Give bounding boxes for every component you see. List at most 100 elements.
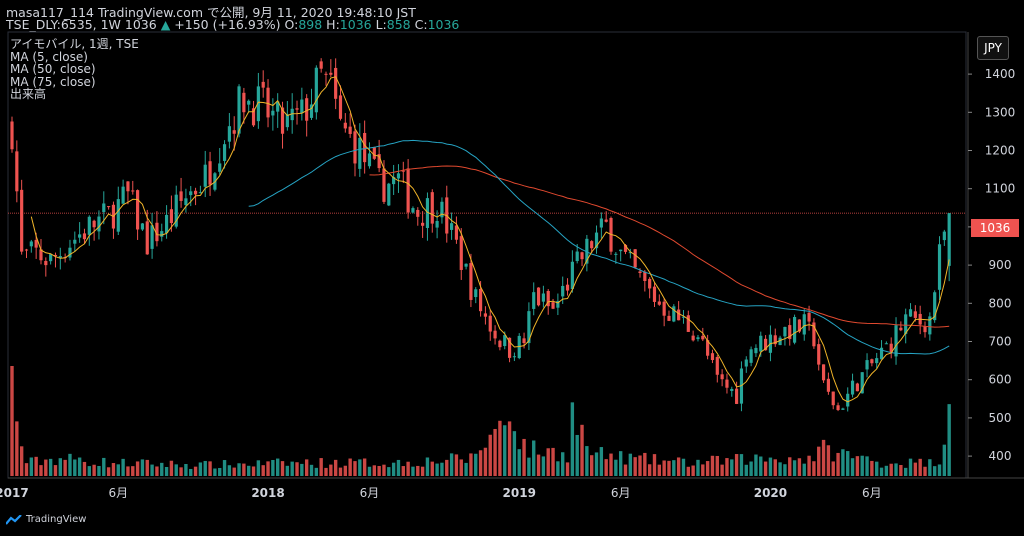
volume-bar (160, 462, 164, 476)
candle-body (126, 181, 130, 192)
volume-bar (242, 463, 246, 476)
legend-ma5[interactable]: MA (5, close) (10, 49, 88, 64)
legend-volume[interactable]: 出来高 (10, 87, 47, 102)
volume-bar (333, 459, 338, 476)
volume-bar (570, 402, 575, 476)
candle-body (585, 238, 589, 264)
candle-body (10, 121, 14, 150)
candle-body (295, 108, 299, 110)
candle-body (474, 289, 478, 298)
x-tick-label: 6月 (611, 486, 631, 500)
volume-bar (445, 459, 449, 476)
volume-bar (638, 455, 642, 476)
candle-body (623, 244, 628, 252)
legend-ma75[interactable]: MA (75, close) (10, 74, 96, 89)
candle-body (324, 73, 328, 75)
volume-bar (256, 460, 261, 476)
y-tick-label: 1100 (985, 182, 1016, 196)
volume-bar (469, 453, 473, 476)
volume-bar (561, 452, 565, 476)
volume-bar (614, 459, 618, 476)
volume-bar (63, 459, 67, 476)
candle-body (24, 249, 29, 251)
volume-bar (850, 458, 855, 476)
volume-bar (657, 464, 662, 476)
candle-body (271, 110, 275, 116)
candle-body (280, 107, 285, 134)
volume-bar (237, 463, 241, 476)
candle-body (546, 290, 550, 307)
volume-bar (58, 458, 62, 476)
candle-body (691, 335, 695, 341)
volume-bar (140, 459, 145, 476)
candle-body (363, 132, 367, 163)
candle-body (855, 383, 859, 392)
candle-body (507, 337, 512, 358)
volume-bar (213, 468, 217, 476)
candle-body (314, 67, 318, 113)
volume-bar (203, 460, 207, 476)
volume-bar (802, 463, 806, 476)
y-tick-label: 700 (989, 335, 1012, 349)
currency-button[interactable]: JPY (977, 36, 1009, 60)
volume-bar (300, 463, 304, 476)
low-label: L: (375, 17, 387, 32)
volume-bar (10, 366, 14, 476)
candle-body (102, 203, 106, 213)
candle-body (208, 161, 212, 185)
volume-bar (783, 464, 787, 476)
volume-bar (594, 452, 599, 476)
volume-bar (532, 440, 536, 476)
candle-body (39, 249, 43, 261)
candle-body (875, 358, 879, 364)
candle-body (831, 391, 835, 406)
volume-bar (773, 459, 777, 476)
volume-bar (512, 431, 517, 476)
candle-body (821, 364, 826, 381)
volume-bar (507, 421, 512, 476)
legend-ma50[interactable]: MA (50, close) (10, 62, 96, 77)
candle-body (92, 220, 96, 228)
candle-body (638, 271, 642, 274)
volume-bar (739, 454, 744, 476)
volume-bar (812, 461, 816, 476)
volume-bar (227, 465, 232, 476)
candle-body (933, 292, 937, 321)
candle-body (715, 357, 719, 375)
candle-body (908, 309, 913, 317)
volume-bar (551, 447, 555, 476)
candle-body (662, 301, 666, 316)
volume-bar (208, 461, 212, 476)
volume-bar (599, 447, 604, 476)
chart-header: masa117_114 TradingView.com で公開, 9月 11, … (0, 0, 1024, 32)
candle-body (754, 347, 758, 354)
footer-brand[interactable]: TradingView (6, 514, 86, 525)
volume-bar (150, 464, 154, 476)
candle-body (164, 214, 169, 234)
volume-bar (681, 458, 686, 476)
candle-body (706, 340, 710, 356)
volume-bar (348, 458, 352, 476)
volume-bar (106, 467, 111, 476)
volume-bar (618, 451, 623, 476)
candle-body (783, 326, 787, 337)
volume-bar (884, 465, 889, 476)
volume-bar (474, 453, 478, 476)
candle-body (387, 183, 391, 206)
candle-body (232, 130, 236, 134)
volume-bar (865, 456, 869, 476)
volume-bar (522, 438, 526, 476)
volume-bar (807, 455, 811, 476)
volume-bar (145, 459, 149, 476)
volume-bar (643, 452, 647, 476)
candle-body (276, 101, 280, 112)
candle-body (450, 223, 454, 230)
volume-bar (546, 448, 550, 476)
candle-body (527, 311, 531, 344)
x-tick-label: 2018 (251, 486, 284, 500)
candle-body (406, 168, 410, 213)
volume-bar (875, 461, 879, 476)
volume-bar (701, 464, 705, 476)
candle-body (792, 317, 797, 343)
